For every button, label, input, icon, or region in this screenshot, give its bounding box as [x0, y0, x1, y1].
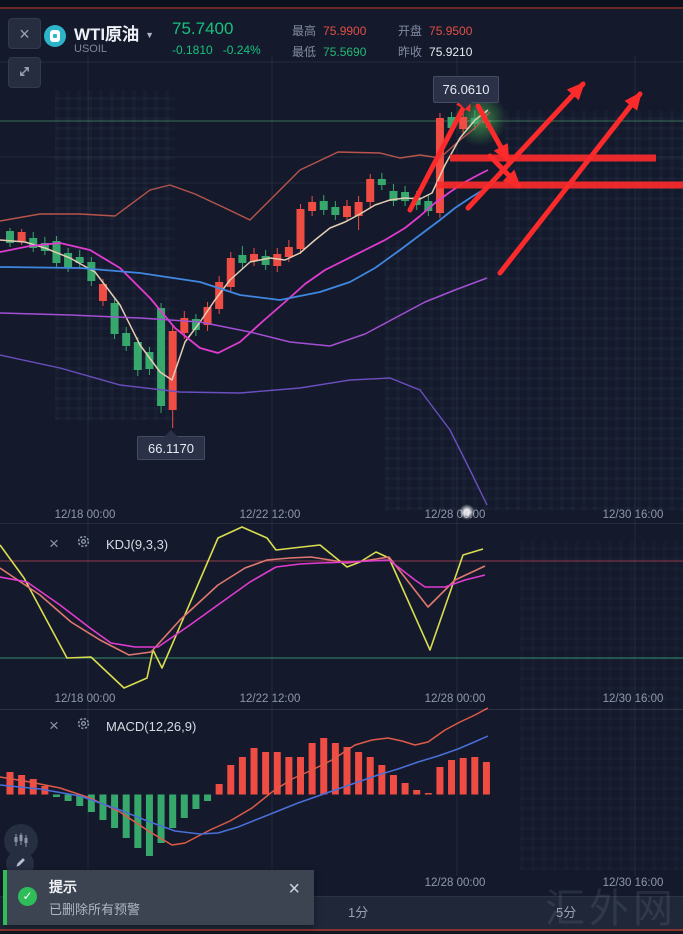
gridlines — [0, 55, 683, 876]
close-chart-button[interactable]: × — [8, 18, 41, 49]
gear-icon — [76, 534, 91, 553]
success-check-icon: ✓ — [18, 887, 37, 906]
ma-line-ma-long — [0, 277, 488, 347]
close-icon: × — [49, 716, 59, 735]
symbol-name[interactable]: WTI原油 ▼ — [74, 25, 155, 44]
time-label: 12/18 00:00 — [54, 693, 116, 705]
macd-settings-button[interactable] — [73, 716, 93, 736]
time-label: 12/28 00:00 — [424, 509, 486, 521]
dropdown-caret-icon: ▼ — [145, 30, 155, 40]
time-label: 12/22 12:00 — [239, 693, 301, 705]
ma-line-boll-lower — [0, 354, 488, 506]
resize-button[interactable] — [8, 57, 41, 88]
timeframe-5min-button[interactable]: 5分 — [556, 905, 577, 920]
change-value: -0.1810 — [172, 43, 213, 57]
panel-divider — [0, 709, 683, 710]
kdj-line-K — [0, 559, 486, 648]
drawn-support-lines[interactable] — [437, 154, 683, 189]
time-label: 12/30 16:00 — [602, 509, 664, 521]
resize-icon — [17, 64, 32, 82]
kdj-lines-layer — [0, 526, 486, 689]
timeframe-1min-button[interactable]: 1分 — [348, 905, 369, 920]
pencil-icon — [14, 856, 27, 872]
time-label: 12/22 12:00 — [239, 509, 301, 521]
panel-divider — [0, 523, 683, 524]
toast-notification: ✓ 提示 已删除所有预警 × — [3, 870, 314, 925]
gear-icon — [76, 716, 91, 735]
stat-open: 开盘 75.9500 — [398, 24, 473, 38]
toast-message: 已删除所有预警 — [49, 902, 141, 917]
kdj-line-J — [0, 526, 484, 689]
bg-skyline-pattern — [520, 540, 683, 870]
kdj-guide-lines — [0, 560, 683, 659]
close-icon: × — [288, 878, 300, 900]
stat-high: 最高 75.9900 — [292, 24, 367, 38]
macd-line-DIF — [0, 707, 489, 846]
price-change: -0.1810 -0.24% — [172, 43, 271, 57]
kdj-line-D — [0, 556, 486, 656]
time-label: 12/18 00:00 — [54, 509, 116, 521]
close-icon: × — [19, 23, 30, 44]
bottom-edge — [0, 931, 683, 934]
stat-low: 最低 75.5690 — [292, 45, 367, 59]
time-label: 12/28 00:00 — [424, 877, 486, 889]
last-price: 75.7400 — [172, 19, 234, 38]
macd-header: × MACD(12,26,9) — [44, 716, 196, 736]
macd-layer — [0, 707, 490, 856]
time-label: 12/28 00:00 — [424, 693, 486, 705]
kdj-title: KDJ(9,3,3) — [106, 536, 169, 552]
time-label: 12/30 16:00 — [602, 877, 664, 889]
macd-title: MACD(12,26,9) — [106, 718, 197, 734]
kdj-settings-button[interactable] — [73, 534, 93, 554]
kdj-header: × KDJ(9,3,3) — [44, 534, 168, 554]
macd-close-button[interactable]: × — [44, 716, 64, 736]
stat-prev-close: 昨收 75.9210 — [398, 45, 473, 59]
ma-lines-layer — [0, 109, 491, 506]
low-price-callout: 66.1170 — [137, 430, 205, 460]
toast-title: 提示 — [49, 879, 77, 895]
macd-line-DEA — [0, 735, 489, 835]
ma-line-boll-upper — [0, 111, 491, 222]
toast-close-button[interactable]: × — [288, 879, 300, 899]
time-label: 12/30 16:00 — [602, 693, 664, 705]
top-strip — [0, 0, 683, 7]
symbol-code: USOIL — [74, 43, 108, 55]
candlestick-icon — [13, 832, 29, 851]
change-percent: -0.24% — [222, 43, 261, 57]
watermark: 汇外网 — [545, 886, 677, 931]
high-price-callout: 76.0610 — [433, 76, 499, 109]
bg-skyline-pattern — [385, 240, 505, 510]
highlight-dot — [459, 504, 475, 520]
symbol-logo-icon — [44, 25, 66, 47]
candles-layer — [6, 110, 491, 428]
bottom-red-border — [0, 929, 683, 931]
top-red-border — [0, 7, 683, 9]
close-icon: × — [49, 534, 59, 553]
drawn-trend-arrows[interactable] — [407, 81, 643, 276]
ma-line-ma-mid — [0, 169, 489, 354]
chart-type-button[interactable] — [4, 824, 38, 858]
kdj-close-button[interactable]: × — [44, 534, 64, 554]
ma-line-ma-fast — [0, 109, 489, 381]
ma-line-ma-slow — [0, 189, 484, 301]
bg-skyline-pattern — [505, 110, 683, 510]
